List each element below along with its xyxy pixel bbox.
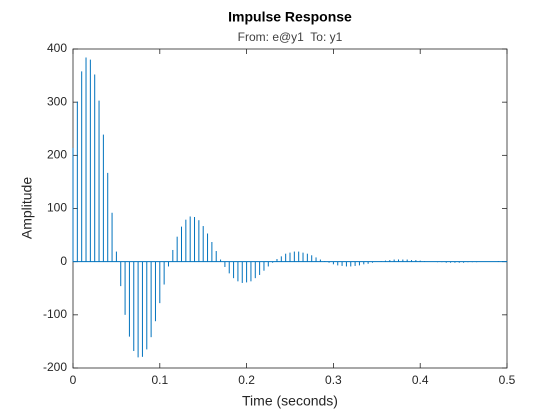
y-axis-label: Amplitude xyxy=(19,177,35,239)
y-tick-label: -200 xyxy=(43,360,67,374)
y-tick-label: 200 xyxy=(47,148,67,162)
y-tick-label: 400 xyxy=(47,41,67,55)
y-tick-label: 300 xyxy=(47,94,67,108)
y-tick-label: -100 xyxy=(43,307,67,321)
x-tick-label: 0.3 xyxy=(325,373,342,387)
x-tick-label: 0.5 xyxy=(499,373,516,387)
x-axis-label: Time (seconds) xyxy=(242,393,338,409)
x-tick-label: 0.4 xyxy=(412,373,429,387)
y-tick-label: 0 xyxy=(60,254,67,268)
x-tick-label: 0.1 xyxy=(151,373,168,387)
x-tick-label: 0 xyxy=(70,373,77,387)
y-tick-label: 100 xyxy=(47,201,67,215)
chart-subtitle: From: e@y1 To: y1 xyxy=(238,30,343,44)
x-tick-label: 0.2 xyxy=(238,373,255,387)
chart-title: Impulse Response xyxy=(228,9,352,25)
